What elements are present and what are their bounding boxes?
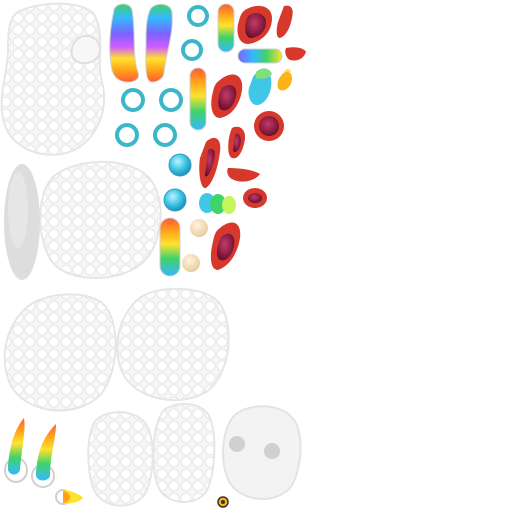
fleece-oval-left	[4, 164, 40, 280]
fleece-blob-bottom-1	[87, 411, 154, 507]
beige-dot-2	[182, 254, 200, 272]
teal-ring-4	[159, 88, 183, 112]
flame-bit-1	[248, 68, 272, 106]
fleece-face-panel	[222, 405, 302, 500]
flame-bit-2	[277, 69, 292, 91]
mouth-round-mid	[254, 111, 284, 141]
teal-ring-2	[181, 39, 203, 61]
rainbow-tube-3	[159, 217, 181, 277]
mouth-grin-flat	[227, 168, 260, 182]
fleece-blob-mid-right	[116, 287, 230, 402]
rainbow-horn-4	[31, 424, 56, 488]
mouth-thin-top	[276, 5, 293, 39]
rainbow-tube-2	[189, 67, 207, 131]
mouth-large-top	[237, 5, 272, 45]
fleece-blob-top-left	[0, 2, 106, 156]
rainbow-horn-1	[109, 3, 139, 83]
teal-ball-1	[168, 153, 192, 177]
mouth-large-bottom	[210, 222, 241, 270]
tri-color-beads	[199, 193, 236, 214]
rainbow-horn-2	[145, 3, 173, 83]
mouth-smile-small	[285, 47, 306, 61]
teal-ball-2	[163, 188, 187, 212]
teal-ring-3	[121, 88, 145, 112]
teal-ring-1	[187, 5, 209, 27]
mouth-large-mid	[211, 74, 243, 118]
mouth-small-round	[243, 188, 267, 208]
teal-ring-5	[115, 123, 139, 147]
fleece-blob-bottom-2	[152, 402, 216, 504]
mouth-narrow-1	[228, 126, 246, 159]
tiny-eye-dot	[217, 496, 229, 508]
fleece-blob-center-left	[39, 160, 162, 279]
rainbow-tube-horizontal	[237, 48, 283, 64]
rainbow-horn-3	[4, 418, 28, 483]
fleece-blob-mid-left	[3, 293, 117, 412]
mouth-narrow-2	[199, 137, 221, 189]
teal-ring-6	[153, 123, 177, 147]
rainbow-tube-1	[217, 3, 235, 53]
flame-bit-3	[55, 489, 83, 505]
beige-dot-1	[190, 219, 208, 237]
